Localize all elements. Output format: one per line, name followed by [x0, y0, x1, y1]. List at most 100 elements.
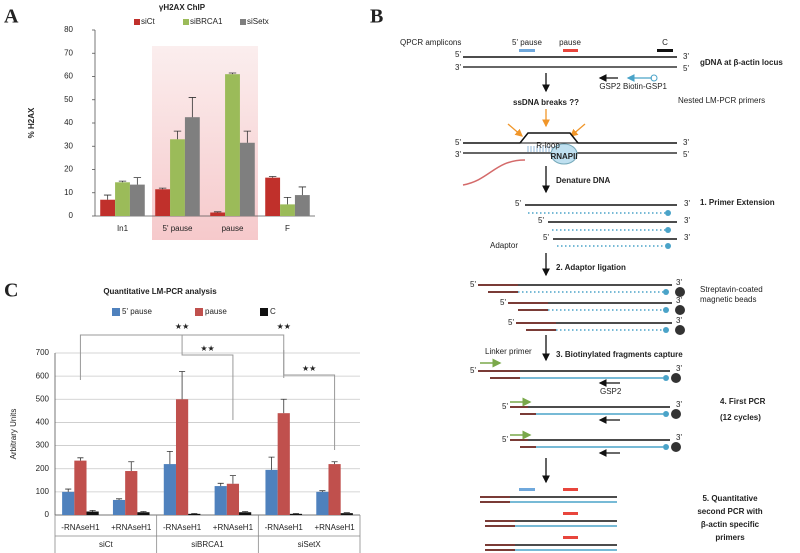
x-tick-label: -RNAseH1 [61, 523, 100, 532]
strand-end: 3' [684, 216, 690, 225]
x-tick-label: +RNAseH1 [314, 523, 355, 532]
amplicon-label: QPCR amplicons [400, 38, 461, 47]
bar [265, 469, 278, 515]
amplicon [563, 49, 578, 52]
strand-end: 3' [676, 296, 682, 305]
bar [188, 513, 201, 515]
bar [155, 189, 171, 216]
error-bar [116, 498, 123, 500]
legend-label: pause [205, 307, 227, 316]
bar [277, 413, 290, 515]
y-tick-label: 0 [45, 510, 50, 519]
legend-label: siBRCA1 [190, 17, 223, 26]
step-label: second PCR with [697, 507, 762, 516]
y-axis-label: Arbitrary Units [9, 409, 18, 460]
strand-end: 3' [676, 400, 682, 409]
y-tick-label: 70 [64, 48, 73, 57]
rnapii-label: RNAPII [550, 152, 577, 161]
bar [184, 117, 200, 216]
step-label: 3. Biotinylated fragments capture [556, 350, 683, 359]
significance-stars: ★★ [200, 344, 214, 353]
adaptor-label: Adaptor [490, 241, 518, 250]
bar [74, 460, 87, 515]
y-tick-label: 60 [64, 72, 73, 81]
y-axis-label: % H2AX [27, 107, 36, 138]
legend-label: C [270, 307, 276, 316]
strand-end: 3' [676, 278, 682, 287]
bar [340, 513, 353, 515]
y-tick-label: 300 [36, 441, 50, 450]
biotin [663, 444, 669, 450]
group-label: siCt [99, 540, 114, 549]
error-bar [298, 186, 307, 196]
y-tick-label: 20 [64, 165, 73, 174]
legend-swatch [112, 308, 120, 316]
error-bar [173, 130, 182, 140]
bead [671, 409, 681, 419]
significance-stars: ★★ [302, 364, 316, 373]
strand-end: 3' [683, 52, 689, 61]
bead [671, 373, 681, 383]
strand-end: 3' [676, 433, 682, 442]
rloop-label: R-loop [536, 141, 560, 150]
error-bar [213, 211, 222, 213]
bead [675, 287, 685, 297]
panel-label: A [4, 6, 19, 28]
chart-title: γH2AX ChIP [159, 3, 206, 12]
error-bar [89, 509, 96, 512]
error-bar [133, 177, 142, 185]
error-bar [283, 197, 292, 205]
amplicon-name: 5' pause [512, 38, 543, 47]
y-tick-label: 50 [64, 95, 73, 104]
strand-end: 5' [502, 435, 508, 444]
arrow [507, 123, 523, 137]
y-tick-label: 80 [64, 25, 73, 34]
strand-end: 3' [683, 138, 689, 147]
error-bar [166, 450, 173, 465]
significance-stars: ★★ [277, 322, 291, 331]
y-tick-label: 10 [64, 188, 73, 197]
strand-end: 3' [455, 63, 461, 72]
strand-end: 5' [470, 366, 476, 375]
error-bar [158, 187, 167, 190]
x-tick-label: -RNAseH1 [163, 523, 202, 532]
strand-end: 3' [676, 364, 682, 373]
bar [280, 204, 295, 216]
error-bar [228, 72, 237, 75]
amplicon [519, 488, 535, 491]
step-label: Denature DNA [556, 176, 610, 185]
strand-end: 5' [683, 150, 689, 159]
biotin [663, 289, 669, 295]
strand [463, 132, 677, 144]
strand-end: 5' [455, 50, 461, 59]
biotin [650, 74, 658, 82]
legend-swatch [240, 19, 246, 25]
bar [163, 464, 176, 515]
step-label: β-actin specific [701, 520, 760, 529]
strand-end: 5' [543, 233, 549, 242]
strand-end: 5' [683, 64, 689, 73]
bar [239, 512, 252, 515]
bar [129, 184, 145, 216]
y-tick-label: 500 [36, 394, 50, 403]
linker-label: Linker primer [485, 347, 532, 356]
amplicon-name: pause [559, 38, 581, 47]
step-label: (12 cycles) [720, 413, 761, 422]
legend-swatch [195, 308, 203, 316]
step-label: 5. Quantitative [702, 494, 758, 503]
primer-label: GSP2 [599, 82, 621, 91]
breaks-label: ssDNA breaks ?? [513, 98, 579, 107]
y-tick-label: 700 [36, 348, 50, 357]
legend-swatch [134, 19, 140, 25]
strand-end: 3' [676, 316, 682, 325]
error-bar [229, 475, 236, 484]
panel-label: B [370, 6, 383, 28]
beads-label: magnetic beads [700, 295, 756, 304]
rna [462, 159, 526, 186]
error-bar [188, 97, 197, 118]
bar [170, 139, 185, 216]
bead [671, 442, 681, 452]
x-tick-label: -RNAseH1 [265, 523, 304, 532]
biotin [663, 411, 669, 417]
